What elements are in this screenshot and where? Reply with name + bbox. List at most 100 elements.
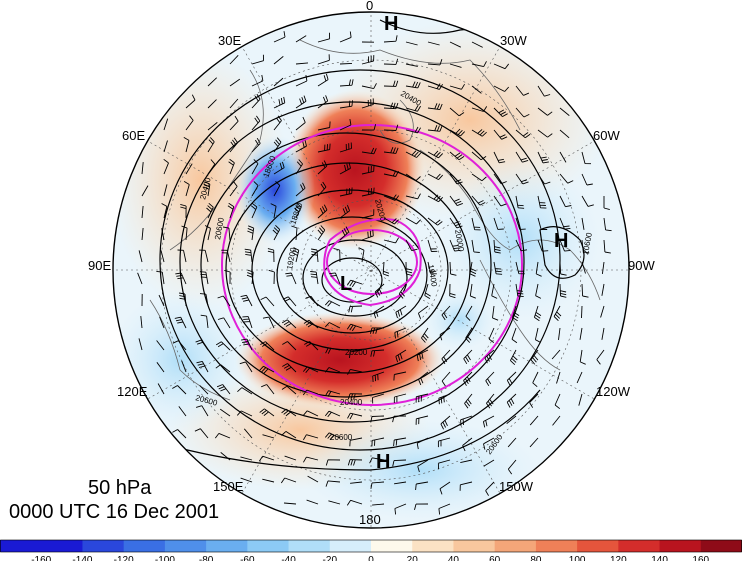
wind-barb	[493, 85, 510, 92]
wind-barb	[317, 160, 328, 175]
wind-barb	[485, 371, 495, 387]
wind-barb	[295, 182, 306, 197]
wind-barb	[440, 415, 451, 430]
colorbar-tick-label: -40	[281, 555, 296, 561]
wind-barb	[260, 296, 275, 307]
wind-barb	[206, 202, 214, 219]
wind-barb	[282, 363, 297, 373]
wind-barb	[317, 95, 329, 109]
colorbar-tick-label: 20	[407, 555, 419, 561]
wind-barb	[417, 459, 429, 473]
wind-barb	[603, 217, 612, 232]
wind-barb	[552, 415, 561, 426]
wind-barb	[346, 499, 363, 506]
longitude-label: 0	[366, 0, 373, 13]
wind-barb	[324, 410, 341, 418]
high-center-label: H	[554, 230, 568, 252]
wind-barb	[530, 349, 539, 365]
wind-barb	[469, 283, 476, 299]
contour-label: 19400	[426, 264, 439, 288]
wind-barb	[303, 434, 319, 441]
wind-barb	[333, 248, 341, 263]
wind-barb	[510, 349, 518, 366]
wind-barb	[325, 459, 341, 466]
wind-barb	[449, 239, 461, 252]
wind-barb	[418, 371, 429, 386]
wind-barb	[427, 83, 443, 90]
colorbar-swatch	[41, 540, 83, 552]
wind-barb	[199, 385, 209, 395]
wind-barb	[558, 327, 561, 340]
wind-barb	[576, 371, 583, 384]
wind-barb	[537, 107, 553, 116]
wind-barb	[427, 217, 443, 226]
longitude-label: 30W	[500, 33, 527, 48]
wind-barb	[200, 314, 209, 329]
wind-barb	[535, 261, 542, 277]
wind-barb	[437, 437, 451, 448]
wind-barb	[246, 269, 254, 285]
high-center-label: H	[384, 13, 398, 35]
wind-barb	[370, 481, 385, 489]
wind-barb	[427, 125, 443, 132]
wind-barb	[281, 385, 297, 395]
wind-barb	[449, 107, 465, 117]
colorbar-tick-label: -160	[31, 555, 51, 561]
longitude-label: 60E	[122, 128, 145, 143]
wind-barb	[281, 408, 297, 417]
wind-barb	[465, 327, 473, 343]
wind-barb	[339, 162, 351, 175]
wind-barb	[471, 151, 487, 161]
wind-barb	[348, 305, 363, 313]
wind-barb	[183, 181, 190, 197]
coastlines	[149, 39, 601, 401]
wind-barb	[306, 499, 319, 505]
wind-barb	[371, 437, 385, 447]
wind-barb	[273, 137, 282, 153]
wind-barb	[603, 196, 610, 211]
wind-barb	[556, 371, 561, 384]
longitude-label: 150E	[213, 479, 244, 494]
wind-barb	[393, 437, 407, 447]
wind-barb	[156, 270, 165, 285]
wind-barb	[273, 96, 286, 109]
wind-barb	[427, 150, 444, 159]
wind-barb	[581, 173, 593, 186]
wind-barb	[463, 349, 473, 365]
wind-barb	[285, 272, 297, 285]
wind-barb	[449, 261, 457, 276]
wind-barb	[236, 410, 253, 417]
wind-barb	[485, 481, 495, 496]
wind-barb	[424, 283, 431, 299]
wind-barb	[437, 459, 451, 470]
wind-barb	[361, 209, 375, 219]
wind-barb	[405, 261, 413, 276]
wind-barb	[339, 119, 352, 131]
wind-barb	[204, 225, 211, 241]
wind-barb	[346, 323, 363, 332]
wind-barb	[262, 316, 275, 329]
wind-barb	[559, 217, 571, 230]
wind-barb	[415, 481, 429, 491]
colorbar-tick-label: -20	[323, 555, 338, 561]
wind-barb	[172, 385, 187, 395]
colorbar-tick-label: 140	[651, 555, 668, 561]
colorbar-swatch	[164, 540, 207, 552]
wind-barb	[295, 140, 307, 153]
wind-barb	[559, 283, 567, 298]
wind-barb	[405, 41, 418, 46]
wind-barb	[240, 294, 253, 307]
wind-barb	[449, 41, 461, 48]
wind-barb	[324, 300, 341, 307]
wind-barb	[491, 283, 498, 299]
wind-barb	[537, 85, 551, 97]
wind-barb	[581, 239, 590, 254]
wind-barb	[449, 83, 465, 90]
wind-barb	[537, 239, 549, 252]
wind-barb	[339, 142, 352, 153]
wind-barb	[471, 239, 480, 253]
wind-barb	[161, 228, 165, 241]
wind-barb	[251, 74, 264, 87]
colorbar-swatch	[412, 540, 454, 552]
wind-barb	[229, 54, 239, 65]
